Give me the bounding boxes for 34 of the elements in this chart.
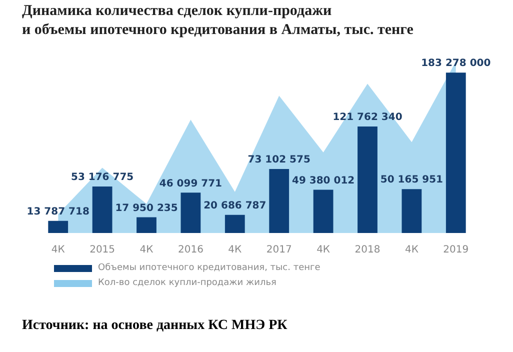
- x-tick-label: 4К: [51, 244, 65, 256]
- x-tick-label: 2016: [178, 244, 204, 256]
- bar: [313, 190, 334, 233]
- x-tick-label: 4К: [404, 244, 418, 256]
- data-label: 73 102 575: [248, 154, 310, 166]
- x-tick-label: 2015: [90, 244, 116, 256]
- bar: [48, 220, 68, 233]
- x-tick-label: 4К: [140, 244, 154, 256]
- text: Источник: на основе данных КС МНЭ РК: [22, 318, 288, 334]
- bar: [446, 72, 466, 233]
- bar: [224, 214, 245, 233]
- bar: [402, 189, 422, 233]
- data-label: 50 165 951: [380, 174, 444, 186]
- x-tick-label: 2018: [354, 244, 380, 256]
- data-label: 46 099 771: [159, 178, 222, 190]
- legend-label: Объемы ипотечного кредитования, тыс. тенге: [98, 263, 320, 273]
- legend-label: Кол-во сделок купли-продажи жилья: [98, 278, 276, 288]
- bar: [136, 217, 156, 233]
- data-label: 183 278 000: [421, 58, 491, 70]
- data-label: 121 762 340: [332, 112, 402, 124]
- bar: [180, 192, 201, 233]
- x-tick-label: 2017: [266, 244, 292, 256]
- x-tick-label: 4К: [316, 244, 330, 256]
- bar: [92, 186, 112, 233]
- data-label: 20 686 787: [204, 200, 266, 212]
- data-label: 13 787 718: [26, 206, 90, 218]
- bar: [358, 126, 378, 233]
- x-tick-label: 2019: [443, 244, 469, 256]
- data-label: 53 176 775: [70, 172, 134, 184]
- bar: [269, 169, 290, 233]
- data-label: 17 950 235: [115, 202, 178, 214]
- chart-title: Динамика количества сделок купли-продажи и объемы ипотечного кредитования в Алматы, тыс. тенге: [22, 2, 414, 40]
- x-tick-label: 4К: [228, 244, 242, 256]
- data-label: 49 380 012: [292, 175, 355, 186]
